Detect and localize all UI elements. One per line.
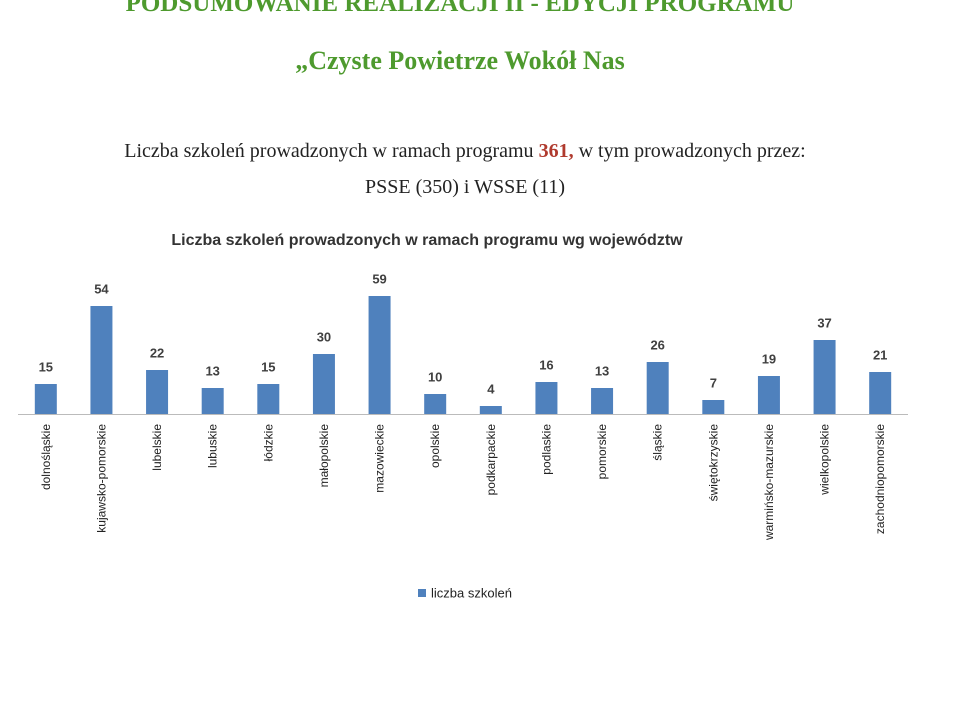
- bar: [757, 376, 780, 414]
- bar: [646, 362, 669, 414]
- x-tick-label: warmińsko-mazurskie: [762, 424, 776, 541]
- bar: [479, 406, 502, 414]
- x-tick-label: lubelskie: [150, 424, 164, 471]
- slide-title: PODSUMOWANIE REALIZACJI II - EDYCJI PROG…: [125, 0, 795, 17]
- legend-swatch: [418, 589, 426, 597]
- value-label: 22: [150, 345, 164, 360]
- x-tick-label: dolnośląskie: [39, 424, 53, 490]
- bar: [813, 340, 836, 414]
- x-tick-label: śląskie: [651, 424, 665, 461]
- chart-title: Liczba szkoleń prowadzonych w ramach pro…: [171, 232, 683, 249]
- bar: [257, 384, 280, 414]
- bar: [424, 394, 447, 414]
- value-label: 15: [39, 359, 53, 374]
- value-label: 59: [372, 271, 386, 286]
- x-tick-label: pomorskie: [595, 424, 609, 480]
- x-tick-label: wielkopolskie: [818, 424, 832, 496]
- value-label: 54: [94, 281, 109, 296]
- value-label: 26: [650, 337, 664, 352]
- slide-subtitle: „Czyste Powietrze Wokół Nas: [295, 46, 625, 75]
- value-label: 21: [873, 347, 887, 362]
- highlight: 361,: [538, 140, 574, 162]
- x-tick-label: zachodniopomorskie: [873, 424, 887, 534]
- text: Liczba szkoleń prowadzonych w ramach pro…: [124, 140, 539, 162]
- bar: [702, 400, 725, 414]
- value-label: 37: [817, 315, 831, 330]
- value-label: 30: [317, 329, 331, 344]
- bar: [869, 372, 892, 414]
- x-tick-label: łódzkie: [261, 424, 275, 462]
- bar: [312, 354, 335, 414]
- x-tick-label: świętokrzyskie: [706, 424, 720, 502]
- bar: [201, 388, 224, 414]
- text-line: Liczba szkoleń prowadzonych w ramach pro…: [0, 140, 930, 163]
- x-tick-label: lubuskie: [206, 424, 220, 468]
- bar: [34, 384, 57, 414]
- x-tick-label: mazowieckie: [373, 424, 387, 493]
- value-label: 13: [205, 363, 219, 378]
- value-label: 4: [487, 381, 495, 396]
- bar: [535, 382, 558, 414]
- x-tick-label: opolskie: [428, 424, 442, 468]
- legend-label: liczba szkoleń: [431, 585, 512, 600]
- value-label: 16: [539, 357, 553, 372]
- bar: [368, 296, 391, 414]
- x-tick-label: kujawsko-pomorskie: [94, 424, 108, 533]
- bar: [90, 306, 113, 414]
- value-label: 15: [261, 359, 275, 374]
- x-tick-label: podlaskie: [539, 424, 553, 475]
- value-label: 13: [595, 363, 609, 378]
- x-tick-label: podkarpackie: [484, 424, 498, 496]
- text-line: PSSE (350) i WSSE (11): [364, 176, 566, 198]
- x-tick-label: małopolskie: [317, 424, 331, 488]
- value-label: 19: [762, 351, 776, 366]
- value-label: 7: [710, 375, 717, 390]
- bar: [591, 388, 614, 414]
- bar: [146, 370, 169, 414]
- value-label: 10: [428, 369, 442, 384]
- text: w tym prowadzonych przez:: [573, 140, 806, 162]
